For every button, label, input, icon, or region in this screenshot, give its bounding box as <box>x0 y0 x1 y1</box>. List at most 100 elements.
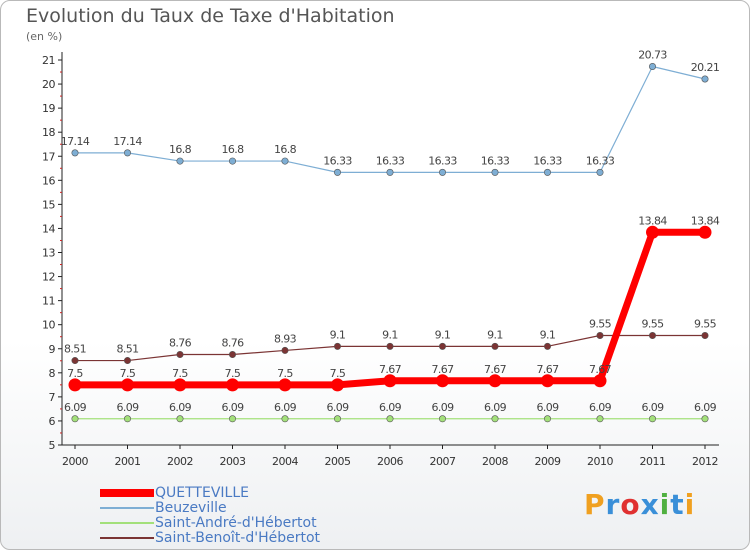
data-point <box>701 75 709 83</box>
legend-swatch <box>100 507 154 509</box>
y-tick-label: 6 <box>49 415 56 428</box>
data-label: 20.21 <box>691 61 720 74</box>
data-point <box>71 149 79 157</box>
data-point <box>229 351 237 359</box>
data-label: 8.51 <box>64 343 86 356</box>
x-tick-label: 2001 <box>115 455 141 468</box>
y-tick-label: 16 <box>42 174 55 187</box>
data-point <box>176 351 184 359</box>
x-tick-label: 2003 <box>220 455 246 468</box>
data-label: 6.09 <box>484 401 507 414</box>
data-label: 16.33 <box>586 154 615 167</box>
data-point <box>701 332 709 340</box>
chart-subtitle: (en %) <box>26 30 63 43</box>
data-point <box>68 378 82 392</box>
data-label: 6.09 <box>64 401 87 414</box>
data-point <box>491 342 499 350</box>
data-point <box>698 225 712 239</box>
data-label: 9.55 <box>641 318 664 331</box>
data-label: 16.33 <box>533 154 562 167</box>
y-tick-label: 19 <box>42 102 55 115</box>
logo-letter: r <box>605 488 621 521</box>
legend-swatch <box>100 489 154 497</box>
data-point <box>438 415 446 423</box>
data-point <box>333 415 341 423</box>
data-label: 20.73 <box>638 48 667 61</box>
data-point <box>543 342 551 350</box>
data-label: 7.67 <box>589 363 612 376</box>
data-point <box>71 357 79 365</box>
legend-item: Saint-Benoît-d'Hébertot <box>100 530 460 547</box>
data-point <box>543 168 551 176</box>
data-point <box>229 415 237 423</box>
data-point <box>648 332 656 340</box>
data-point <box>331 378 344 392</box>
data-point <box>333 168 341 176</box>
data-point <box>541 374 554 388</box>
data-point <box>124 357 132 365</box>
data-label: 6.09 <box>326 401 349 414</box>
data-point <box>701 415 709 423</box>
data-label: 7.5 <box>67 367 83 380</box>
legend-item: Beuzeville <box>100 500 460 517</box>
y-tick-label: 7 <box>49 391 56 404</box>
x-tick-label: 2000 <box>62 455 88 468</box>
data-label: 6.09 <box>169 401 192 414</box>
data-label: 9.55 <box>694 318 717 331</box>
x-tick-label: 2002 <box>167 455 193 468</box>
data-point <box>648 62 656 70</box>
y-tick-label: 15 <box>42 198 55 211</box>
legend-label: Saint-André-d'Hébertot <box>155 515 317 531</box>
data-point <box>176 415 184 423</box>
data-point <box>648 415 656 423</box>
y-tick-label: 11 <box>42 295 55 308</box>
data-point <box>596 168 604 176</box>
data-label: 7.67 <box>536 363 559 376</box>
data-label: 9.1 <box>330 328 346 341</box>
x-tick-label: 2010 <box>587 455 613 468</box>
data-point <box>386 342 394 350</box>
data-point <box>173 378 187 392</box>
data-point <box>438 342 446 350</box>
data-label: 8.93 <box>274 332 297 345</box>
legend-item: Saint-André-d'Hébertot <box>100 515 460 532</box>
data-point <box>71 415 79 423</box>
data-label: 8.76 <box>169 337 192 350</box>
data-label: 16.33 <box>323 154 352 167</box>
data-point <box>121 378 134 392</box>
data-point <box>386 415 394 423</box>
data-label: 17.14 <box>61 135 90 148</box>
legend-swatch <box>100 537 154 539</box>
proxiti-logo: Proxiti <box>584 488 695 521</box>
data-label: 9.1 <box>435 328 451 341</box>
data-point <box>124 149 132 157</box>
y-tick-label: 9 <box>49 343 56 356</box>
data-label: 16.8 <box>274 143 297 156</box>
data-label: 16.8 <box>169 143 192 156</box>
data-point <box>226 378 239 392</box>
data-label: 6.09 <box>431 401 454 414</box>
legend-swatch <box>100 522 154 524</box>
data-label: 7.5 <box>330 367 346 380</box>
data-point <box>281 157 289 165</box>
data-label: 6.09 <box>221 401 244 414</box>
data-point <box>176 157 184 165</box>
data-label: 16.33 <box>481 154 510 167</box>
x-tick-label: 2006 <box>377 455 403 468</box>
data-label: 6.09 <box>536 401 559 414</box>
x-tick-label: 2009 <box>535 455 561 468</box>
data-label: 6.09 <box>589 401 612 414</box>
y-tick-label: 10 <box>42 319 55 332</box>
data-point <box>438 168 446 176</box>
data-point <box>333 342 341 350</box>
data-label: 9.1 <box>487 328 503 341</box>
chart-title: Evolution du Taux de Taxe d'Habitation <box>26 5 395 27</box>
logo-letter: P <box>584 488 606 521</box>
data-label: 7.67 <box>484 363 507 376</box>
data-point <box>278 378 292 392</box>
data-label: 6.09 <box>379 401 402 414</box>
x-tick-label: 2004 <box>272 455 298 468</box>
data-point <box>491 168 499 176</box>
logo-letter: i <box>684 488 696 521</box>
data-point <box>488 374 502 388</box>
